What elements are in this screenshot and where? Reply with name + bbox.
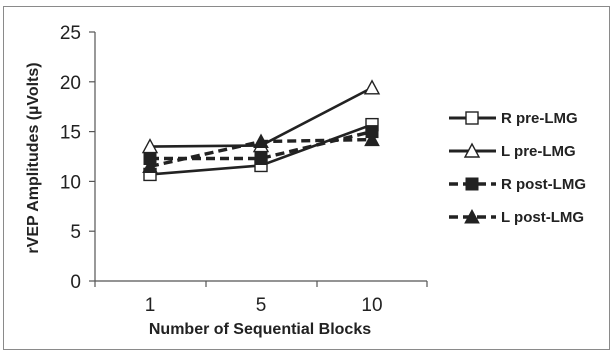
x-tick-label: 1 (145, 295, 156, 316)
data-point-l-post-lmg (253, 133, 269, 149)
data-point-l-post-lmg (142, 158, 158, 173)
data-point-l-pre-lmg (363, 79, 381, 95)
x-axis: 1 5 10 (94, 280, 428, 316)
legend-swatch-marker (464, 208, 480, 224)
legend-swatch-marker (463, 142, 481, 158)
legend-item-l-pre-lmg: L pre-LMG (449, 142, 576, 160)
data-point-r-post-lmg (254, 151, 268, 165)
y-axis: 0 5 10 15 20 25 (60, 23, 96, 293)
y-tick-label: 5 (70, 222, 81, 243)
chart-frame (3, 6, 610, 350)
series-layer (141, 79, 381, 182)
series-l-post-lmg (142, 131, 380, 173)
y-axis-title: rVEP Amplitudes (µVolts) (25, 62, 42, 253)
x-tick-label: 5 (256, 295, 267, 316)
data-point-l-post-lmg (364, 131, 380, 147)
legend-item-l-post-lmg: L post-LMG (449, 208, 584, 226)
y-tick-label: 20 (60, 73, 81, 94)
legend-item-r-post-lmg: R post-LMG (449, 176, 586, 193)
legend-label: R post-LMG (501, 176, 586, 193)
legend-swatch-marker (465, 177, 479, 191)
y-tick-label: 0 (70, 272, 81, 293)
legend-swatch-marker (465, 111, 479, 125)
y-tick-label: 15 (60, 123, 81, 144)
legend: R pre-LMG L pre-LMG R post-LMG L post-LMG (449, 110, 586, 226)
x-tick-label: 10 (361, 295, 382, 316)
y-tick-label: 25 (60, 23, 81, 44)
legend-label: L pre-LMG (501, 143, 576, 160)
legend-label: L post-LMG (501, 209, 584, 226)
legend-label: R pre-LMG (501, 110, 578, 127)
y-tick-label: 10 (60, 172, 81, 193)
legend-item-r-pre-lmg: R pre-LMG (449, 110, 578, 127)
x-axis-title: Number of Sequential Blocks (149, 321, 371, 338)
